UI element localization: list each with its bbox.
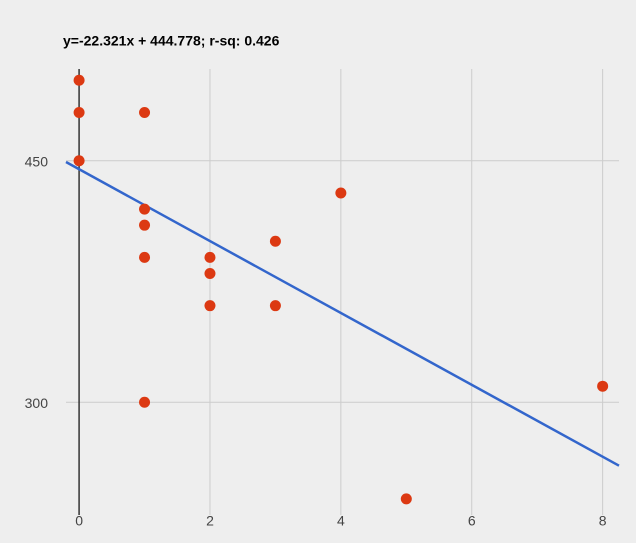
point [335,187,347,199]
point [73,155,85,167]
point [139,219,151,231]
point [139,203,151,215]
trendline [65,160,620,467]
y-tick-label: 300 [25,395,49,411]
chart-title: y=-22.321x + 444.778; r-sq: 0.426 [63,33,280,49]
x-tick-label: 4 [337,513,345,529]
point [139,106,151,118]
point [139,251,151,263]
point [400,493,412,505]
point [73,74,85,86]
point [139,396,151,408]
point [597,380,609,392]
point [204,300,216,312]
x-tick-label: 2 [206,513,214,529]
point [204,267,216,279]
point [73,106,85,118]
point [204,251,216,263]
point [269,235,281,247]
y-tick-label: 450 [25,153,49,169]
point [269,300,281,312]
x-tick-label: 6 [468,513,476,529]
x-tick-label: 8 [599,513,607,529]
x-tick-label: 0 [75,513,83,529]
